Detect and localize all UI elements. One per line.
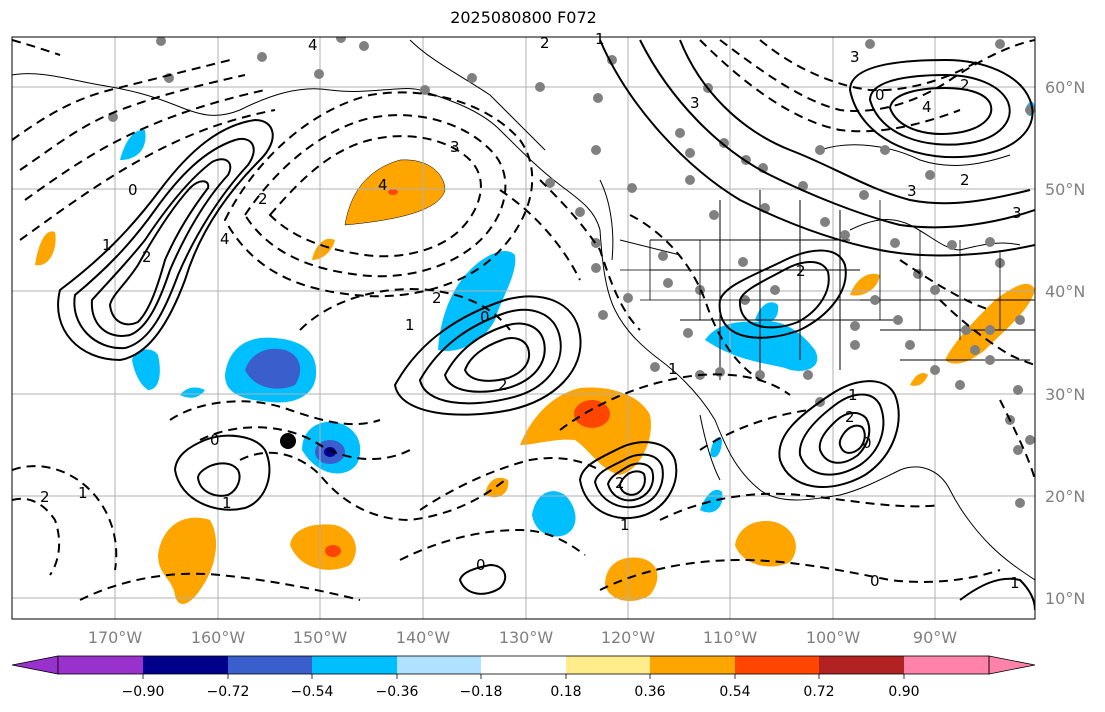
map-border (11, 36, 1036, 620)
contour-label: 3 (690, 94, 700, 112)
country-borders (620, 200, 1001, 340)
colorbar-tick: 0.90 (888, 684, 919, 700)
contour-label: 2 (432, 289, 442, 307)
lon-label: 110°W (703, 628, 758, 647)
contour-label: 1 (668, 360, 678, 378)
contour-label: 2 (40, 488, 50, 506)
lon-label: 90°W (913, 628, 957, 647)
contour-label: 2 (142, 248, 152, 266)
contour-label: 1 (620, 516, 630, 534)
shaded-anomalies (35, 101, 1035, 605)
contour-label: 2 (960, 76, 970, 94)
lon-label: 120°W (601, 628, 656, 647)
contour-label: 1 (595, 30, 605, 48)
colorbar-tick: −0.36 (376, 684, 419, 700)
longitude-labels: 170°W 160°W 150°W 140°W 130°W 120°W 110°… (88, 628, 957, 647)
map-background (12, 37, 1035, 619)
colorbar-segment (650, 656, 735, 674)
colorbar-segment (481, 656, 566, 674)
lat-label: 30°N (1045, 385, 1085, 404)
colorbar-segment (735, 656, 819, 674)
colorbar-segment (228, 656, 312, 674)
colorbar-segment (566, 656, 650, 674)
contour-label: 2 (540, 34, 550, 52)
contour-label: 0 (128, 181, 138, 199)
colorbar-tick: 0.72 (803, 684, 834, 700)
contour-label: 0 (862, 434, 872, 452)
contour-label: 0 (210, 431, 220, 449)
colorbar-segment (11, 655, 59, 675)
contour-label: 1 (102, 236, 112, 254)
lat-label: 10°N (1045, 589, 1085, 608)
lon-label: 100°W (806, 628, 861, 647)
contour-label: 0 (476, 556, 486, 574)
lon-label: 130°W (499, 628, 554, 647)
contours-dashed (12, 39, 1035, 601)
contour-labels: 4 2 1 0 2 4 3 2 1 0 4 2 3 1 0 3 4 3 2 2 … (40, 30, 1022, 592)
colorbar-tick: −0.90 (122, 684, 165, 700)
contour-label: 1 (405, 316, 415, 334)
colorbar-tick: 0.54 (719, 684, 750, 700)
contour-label: 1 (848, 386, 858, 404)
contour-label: 4 (378, 176, 388, 194)
contour-label: 2 (845, 408, 855, 426)
contour-label: 2 (960, 171, 970, 189)
colorbar-segment (819, 656, 904, 674)
colorbar-segment (397, 656, 481, 674)
colorbar-segment (904, 656, 989, 674)
colorbar-tick: −0.72 (207, 684, 250, 700)
coastlines (12, 39, 1035, 581)
contour-label: 4 (220, 230, 230, 248)
colorbar-segment (988, 655, 1036, 675)
contour-label: 2 (258, 190, 268, 208)
contour-label: 4 (922, 98, 932, 116)
colorbar-segment (143, 656, 228, 674)
contour-label: 3 (907, 182, 917, 200)
contour-label: 1 (1010, 574, 1020, 592)
colorbar-tick: 0.18 (550, 684, 581, 700)
colorbar-tick: −0.54 (291, 684, 334, 700)
contour-label: 2 (498, 376, 508, 394)
contour-label: 3 (450, 138, 460, 156)
contour-label: 0 (870, 572, 880, 590)
contours-solid (57, 39, 1035, 611)
contour-label: 4 (308, 36, 318, 54)
latitude-labels: 60°N 50°N 40°N 30°N 20°N 10°N (1045, 78, 1085, 608)
colorbar-tick: −0.18 (460, 684, 503, 700)
lat-label: 50°N (1045, 180, 1085, 199)
contour-label: 3 (1012, 204, 1022, 222)
contour-label: 0 (480, 308, 490, 326)
contour-label: 2 (615, 474, 625, 492)
colorbar-segment (312, 656, 397, 674)
colorbar: −0.90 −0.72 −0.54 −0.36 −0.18 0.18 0.36 … (11, 655, 1036, 700)
lat-label: 20°N (1045, 487, 1085, 506)
lat-label: 60°N (1045, 78, 1085, 97)
contour-label: 2 (796, 262, 806, 280)
colorbar-segment (58, 656, 143, 674)
contour-label: 0 (875, 86, 885, 104)
lon-label: 150°W (293, 628, 348, 647)
map-title: 2025080800 F072 (450, 8, 597, 27)
colorbar-outline (57, 655, 990, 675)
contour-label: 3 (850, 48, 860, 66)
lon-label: 140°W (396, 628, 451, 647)
contour-label: 1 (78, 484, 88, 502)
lat-label: 40°N (1045, 282, 1085, 301)
lon-label: 160°W (191, 628, 246, 647)
storm-marker (280, 433, 296, 449)
contour-label: 1 (222, 494, 232, 512)
colorbar-tick: 0.36 (634, 684, 665, 700)
lon-label: 170°W (88, 628, 143, 647)
station-dots (108, 37, 1035, 508)
